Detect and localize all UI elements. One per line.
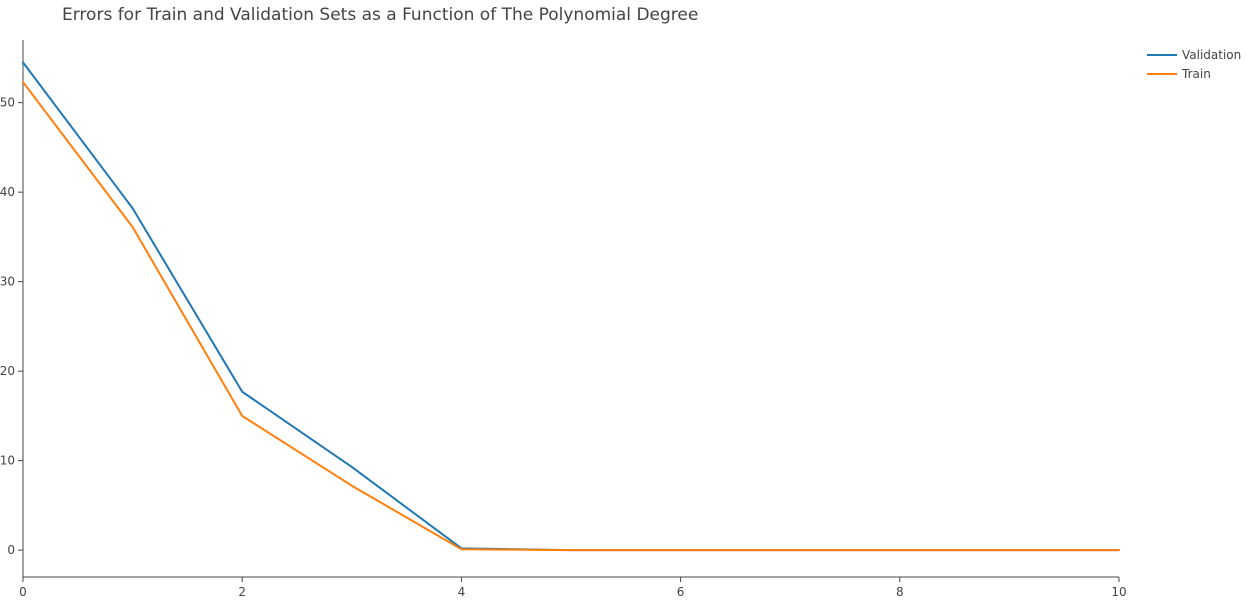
legend-label: Train [1181, 67, 1211, 81]
chart-title: Errors for Train and Validation Sets as … [62, 5, 698, 25]
x-tick-label: 6 [677, 585, 685, 599]
y-tick-label: 10 [0, 454, 15, 468]
y-tick-label: 0 [7, 543, 15, 557]
series-line-train [22, 81, 1120, 552]
y-tick-label: 30 [0, 275, 15, 289]
y-tick-label: 50 [0, 96, 15, 110]
x-tick-label: 10 [1111, 585, 1126, 599]
axes: 0 10 20 30 40 50 0 2 4 6 8 10 [0, 40, 1127, 599]
legend-item-validation[interactable]: Validation [1147, 48, 1241, 62]
x-tick-label: 4 [458, 585, 466, 599]
legend-label: Validation [1182, 48, 1241, 62]
series-layer [22, 61, 1120, 552]
x-tick-label: 0 [19, 585, 27, 599]
y-tick-label: 40 [0, 185, 15, 199]
series-line-validation [22, 61, 1120, 552]
legend[interactable]: Validation Train [1147, 48, 1241, 81]
x-tick-label: 8 [896, 585, 904, 599]
x-tick-label: 2 [238, 585, 246, 599]
y-tick-label: 20 [0, 364, 15, 378]
legend-item-train[interactable]: Train [1147, 67, 1211, 81]
